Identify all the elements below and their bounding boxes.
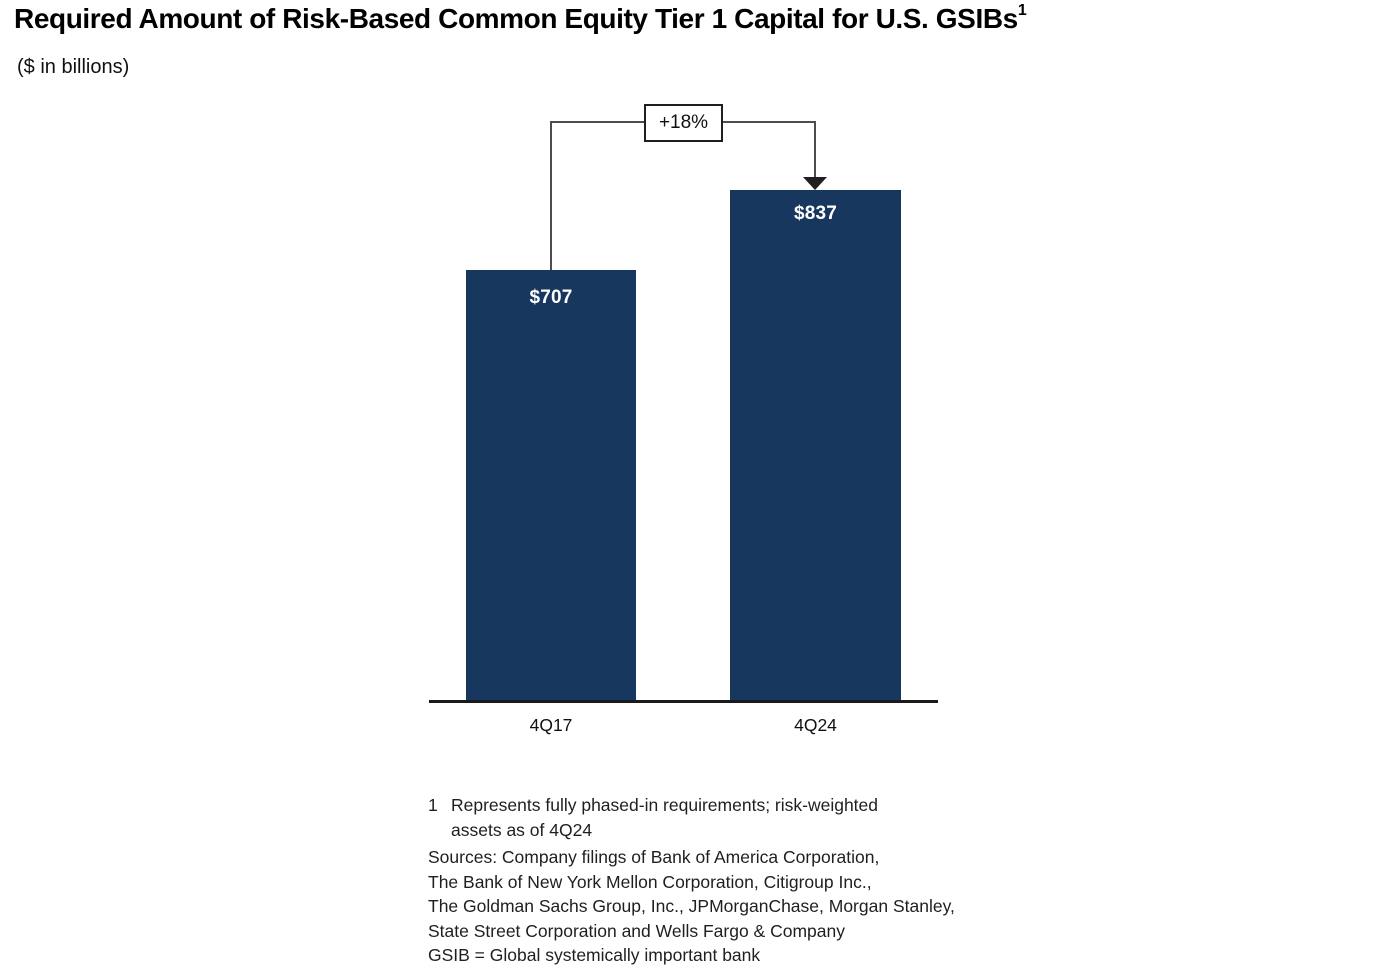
page-title-text: Required Amount of Risk-Based Common Equ… [14,3,1018,34]
page-title: Required Amount of Risk-Based Common Equ… [14,2,1027,35]
annotation-connector-left-vertical [550,121,552,271]
chart-subtitle: ($ in billions) [17,56,130,78]
x-tick-label-4q17: 4Q17 [529,715,573,735]
footnote-1-line-2: assets as of 4Q24 [451,819,593,840]
title-footnote-marker: 1 [1017,2,1027,19]
x-axis-line [429,700,938,703]
bar-4q24: $837 [730,190,901,703]
bar-4q24-value-label: $837 [793,203,838,224]
arrow-down-icon [803,177,827,190]
sources-block: Sources: Company filings of Bank of Amer… [428,845,955,943]
annotation-connector-right-vertical [814,121,816,178]
footnote-1-marker: 1 [428,795,438,815]
sources-line-2: The Bank of New York Mellon Corporation,… [428,871,872,892]
annotation-connector-left-horizontal [550,121,645,123]
footnote-1-line-1: Represents fully phased-in requirements;… [451,795,879,815]
percent-change-label: +18% [658,112,709,133]
x-tick-label-4q24: 4Q24 [794,715,837,735]
annotation-connector-right-horizontal [722,121,816,123]
sources-line-3: The Goldman Sachs Group, Inc., JPMorganC… [428,896,955,916]
sources-line-4: State Street Corporation and Wells Fargo… [428,920,845,941]
footnote-1: 1 Represents fully phased-in requirement… [428,793,955,842]
sources-line-1: Sources: Company filings of Bank of Amer… [428,847,880,867]
footnote-1-text: Represents fully phased-in requirements;… [451,793,878,842]
bar-4q17-value-label: $707 [529,287,573,308]
footnotes-block: 1 Represents fully phased-in requirement… [428,793,955,968]
bar-4q17: $707 [466,270,636,703]
percent-change-annotation: +18% [644,104,723,142]
gsib-definition: GSIB = Global systemically important ban… [428,945,761,965]
